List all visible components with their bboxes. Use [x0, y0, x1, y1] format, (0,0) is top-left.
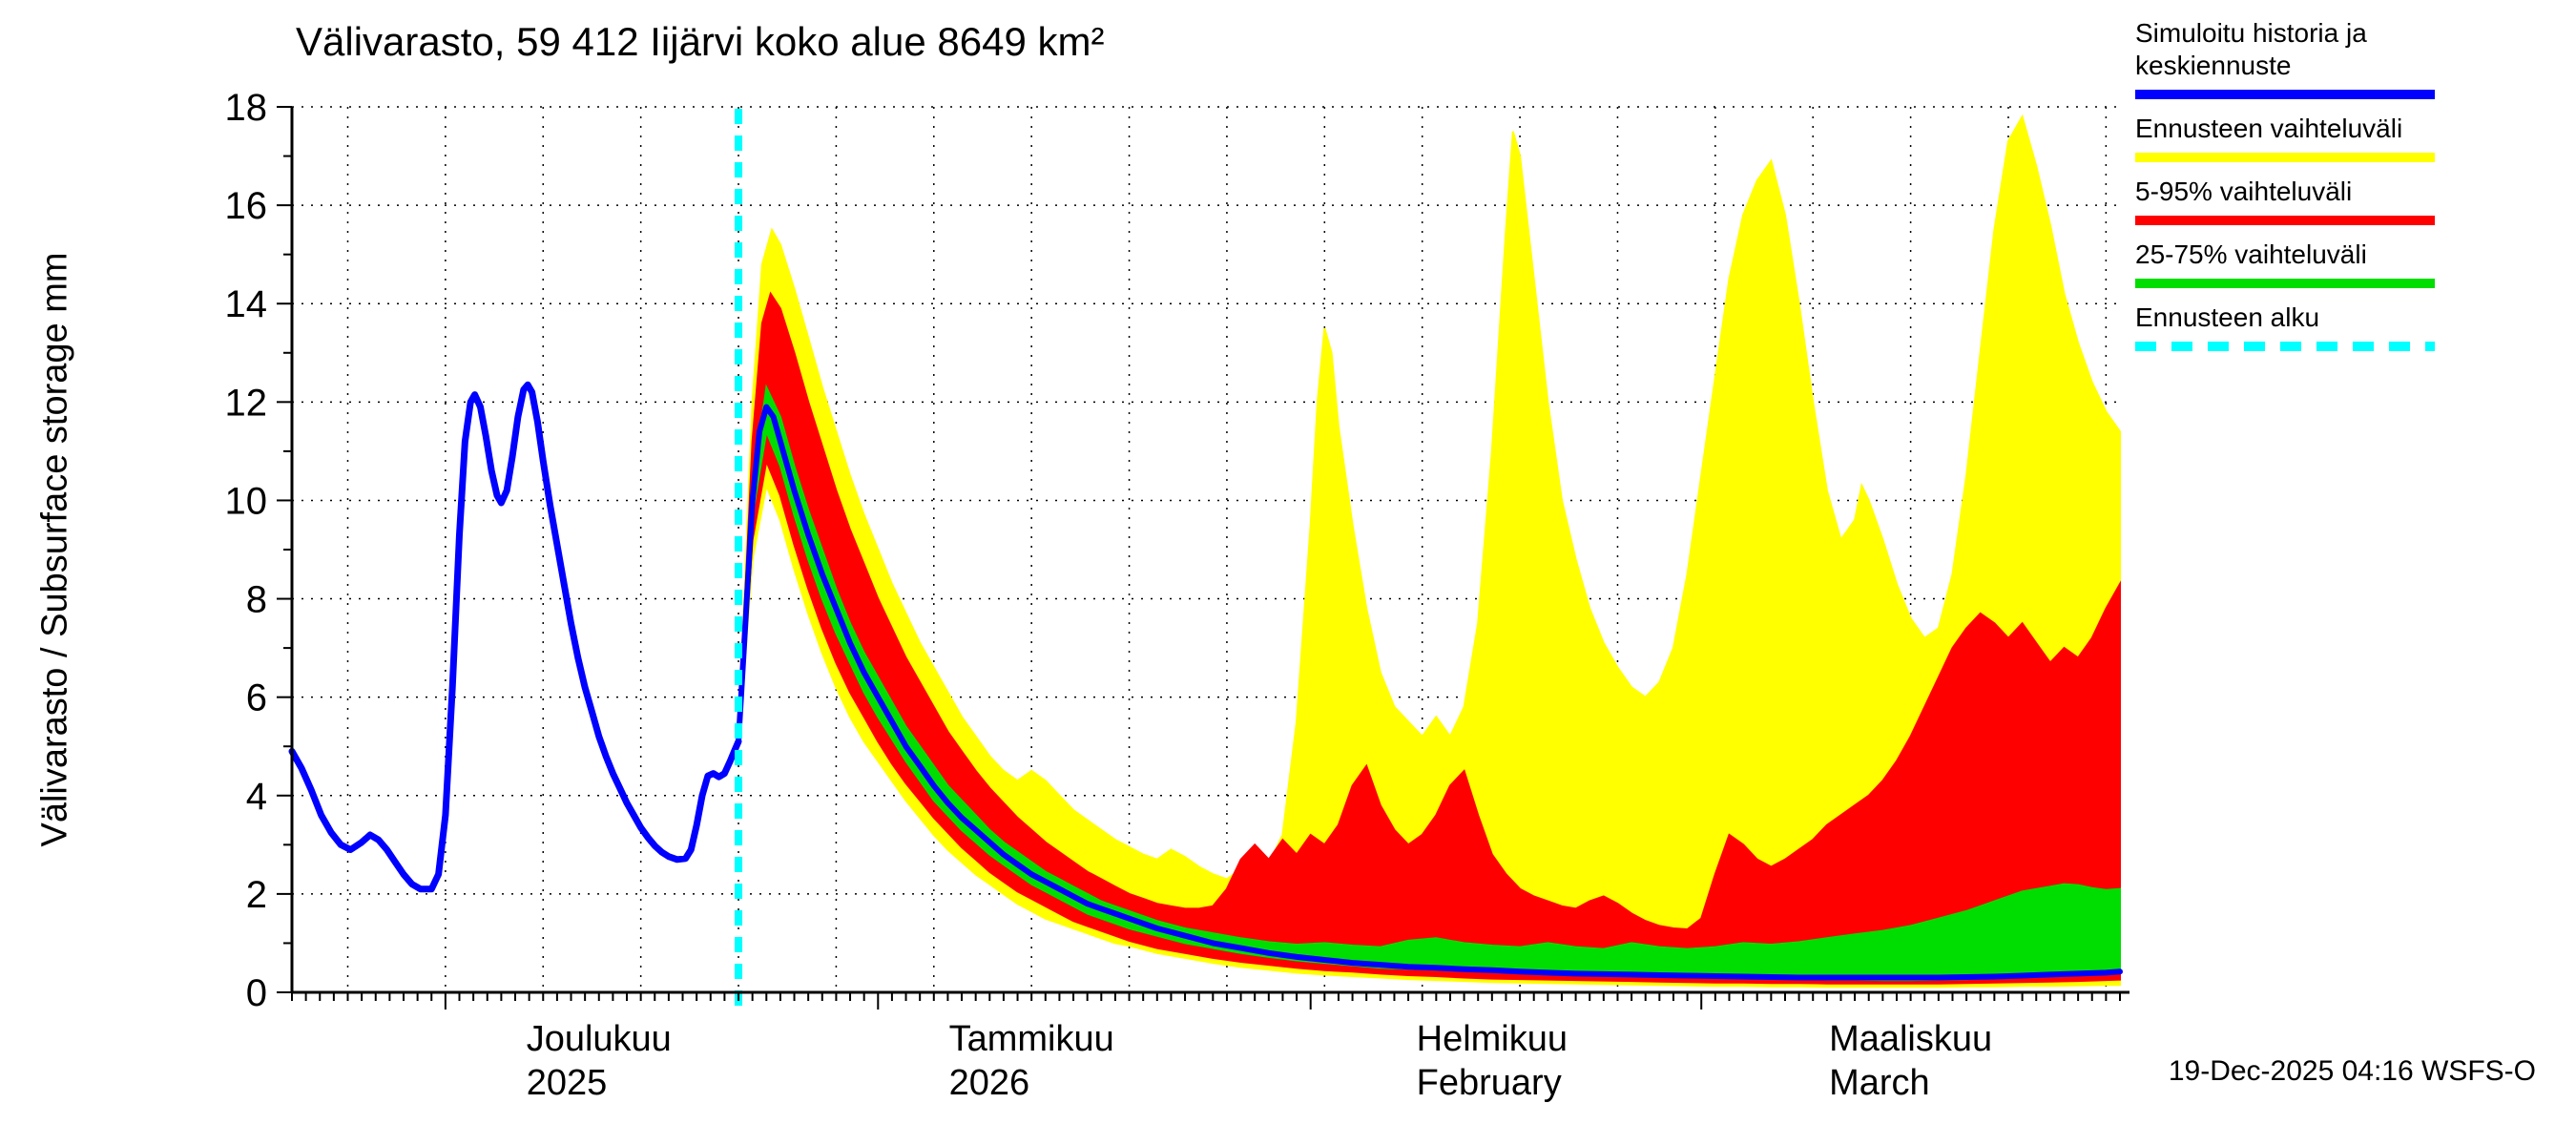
y-tick-label: 8: [246, 579, 267, 621]
history-line: [288, 381, 742, 893]
month-name: Joulukuu: [526, 1019, 672, 1059]
y-tick-label: 18: [225, 87, 268, 129]
chart-title: Välivarasto, 59 412 Iijärvi koko alue 86…: [296, 19, 1105, 64]
y-tick-label: 12: [225, 382, 268, 424]
band-minmax: [737, 114, 2121, 989]
month-sub: 2026: [948, 1063, 1030, 1103]
month-sub: March: [1829, 1063, 1930, 1103]
y-tick-label: 6: [246, 677, 267, 719]
legend-swatch-cyan-dashed-line: [2135, 342, 2435, 351]
month-name: Maaliskuu: [1829, 1019, 1993, 1059]
y-tick-label: 14: [225, 283, 268, 325]
legend-label: 5-95% vaihteluväli: [2135, 177, 2353, 206]
legend-swatch-red-band: [2135, 216, 2435, 225]
legend-item-forecast-range: Ennusteen vaihteluväli: [2135, 113, 2435, 162]
legend-item-forecast-start: Ennusteen alku: [2135, 302, 2435, 351]
legend: Simuloitu historia ja keskiennuste Ennus…: [2135, 17, 2435, 364]
y-tick-label: 2: [246, 874, 267, 916]
band-25-75: [737, 384, 2121, 982]
legend-swatch-blue-line: [2135, 90, 2435, 99]
forecast-mean-line: [736, 404, 2123, 981]
month-name: Tammikuu: [948, 1019, 1114, 1059]
month-label-helmikuu: Helmikuu February: [1417, 1017, 1568, 1105]
legend-item-history-mean: Simuloitu historia ja keskiennuste: [2135, 17, 2435, 99]
legend-label: Ennusteen alku: [2135, 302, 2320, 332]
legend-label: Ennusteen vaihteluväli: [2135, 114, 2403, 143]
axes: [277, 106, 2129, 1010]
legend-item-25-75-range: 25-75% vaihteluväli: [2135, 239, 2435, 288]
y-tick-label: 10: [225, 480, 268, 522]
legend-swatch-yellow-band: [2135, 153, 2435, 162]
legend-label: 25-75% vaihteluväli: [2135, 239, 2367, 269]
month-label-joulukuu: Joulukuu 2025: [527, 1017, 672, 1105]
month-label-tammikuu: Tammikuu 2026: [949, 1017, 1114, 1105]
month-name: Helmikuu: [1416, 1019, 1568, 1059]
forecast-bands: [737, 114, 2121, 989]
simulated-lines: [288, 381, 2123, 981]
month-sub: February: [1416, 1063, 1562, 1103]
legend-swatch-green-band: [2135, 279, 2435, 288]
y-tick-label: 16: [225, 185, 268, 227]
month-label-maaliskuu: Maaliskuu March: [1829, 1017, 1992, 1105]
legend-item-5-95-range: 5-95% vaihteluväli: [2135, 176, 2435, 225]
month-sub: 2025: [526, 1063, 608, 1103]
legend-label: Simuloitu historia ja keskiennuste: [2135, 18, 2367, 80]
timestamp: 19-Dec-2025 04:16 WSFS-O: [2168, 1055, 2536, 1087]
y-tick-label: 0: [246, 972, 267, 1014]
y-tick-labels: 0 2 4 6 8 10 12 14 16 18: [225, 87, 268, 1014]
y-tick-label: 4: [246, 776, 267, 818]
